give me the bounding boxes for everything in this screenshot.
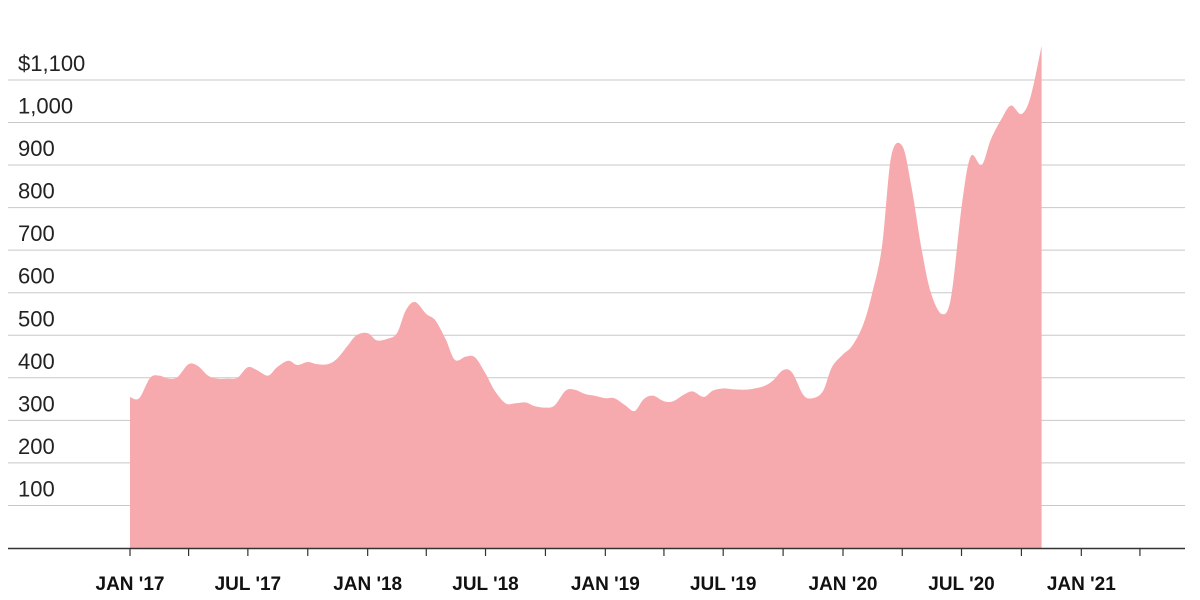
y-tick-label-8: 900 — [18, 136, 55, 161]
x-tick-label-0: JAN '17 — [96, 574, 165, 595]
y-tick-label-6: 700 — [18, 221, 55, 246]
y-tick-label-2: 300 — [18, 391, 55, 416]
x-tick-label-7: JUL '20 — [928, 574, 994, 595]
y-tick-label-0: 100 — [18, 476, 55, 501]
series-area — [130, 45, 1042, 548]
y-tick-labels: 100 200 300 400 500 600 700 800 900 1,000 $1,100 — [18, 51, 85, 502]
y-tick-label-1: 200 — [18, 434, 55, 459]
x-tick-labels: JAN '17 JUL '17 JAN '18 JUL '18 JAN '19 JUL '… — [96, 548, 1116, 595]
x-tick-label-2: JAN '18 — [333, 574, 402, 595]
x-tick-label-5: JUL '19 — [690, 574, 756, 595]
y-tick-label-9: 1,000 — [18, 94, 73, 119]
x-tick-label-6: JAN '20 — [809, 574, 878, 595]
y-tick-label-4: 500 — [18, 306, 55, 331]
y-tick-label-5: 600 — [18, 264, 55, 289]
x-tick-label-4: JAN '19 — [571, 574, 640, 595]
x-minor-ticks — [188, 548, 1141, 556]
y-tick-label-7: 800 — [18, 179, 55, 204]
x-tick-label-1: JUL '17 — [215, 574, 281, 595]
x-tick-label-3: JUL '18 — [452, 574, 518, 595]
x-tick-label-8: JAN '21 — [1047, 574, 1116, 595]
y-tick-label-10: $1,100 — [18, 51, 85, 76]
y-tick-label-3: 400 — [18, 349, 55, 374]
